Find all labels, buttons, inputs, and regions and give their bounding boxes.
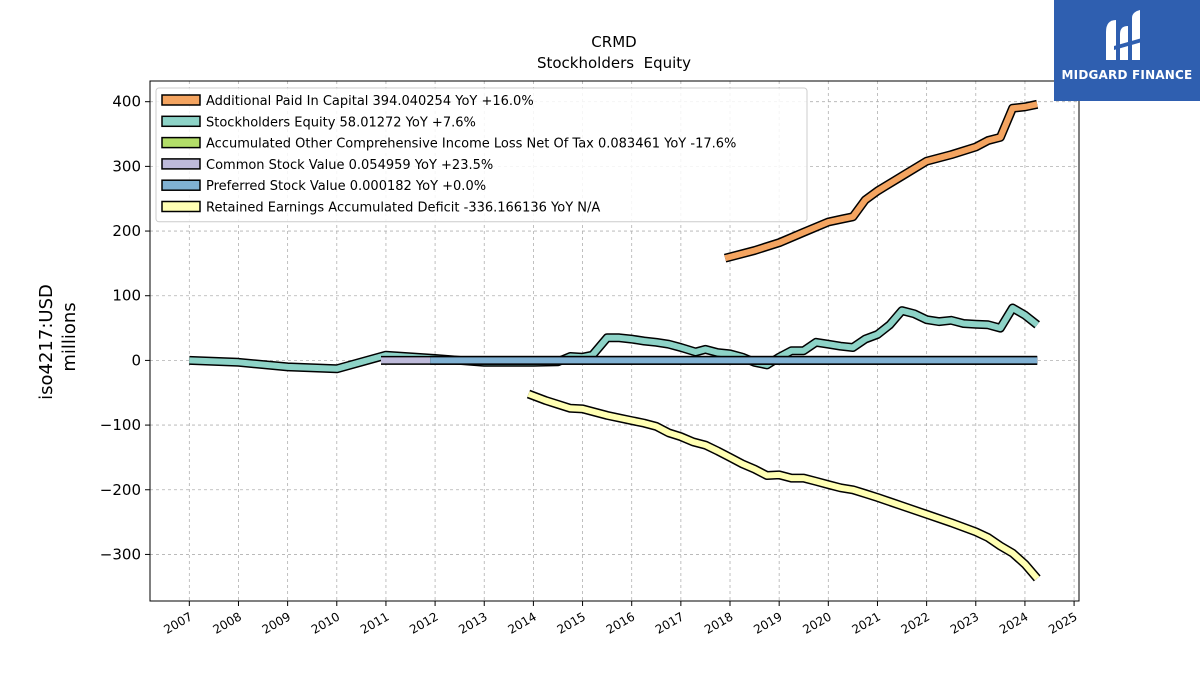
- y-tick-label: −100: [100, 416, 141, 434]
- x-tick-label: 2011: [358, 609, 391, 636]
- x-tick-label: 2018: [702, 609, 735, 636]
- legend-swatch: [161, 94, 201, 106]
- axes: [145, 80, 1080, 606]
- series-line: [527, 391, 1040, 581]
- legend-label: Retained Earnings Accumulated Deficit -3…: [206, 201, 600, 216]
- y-axis-label: iso4217:USD: [36, 284, 57, 400]
- brand-name: MIDGARD FINANCE: [1061, 68, 1193, 82]
- y-tick-label: 100: [112, 287, 141, 305]
- plot-frame: [149, 80, 1080, 602]
- legend-label: Accumulated Other Comprehensive Income L…: [206, 137, 736, 152]
- x-tick-label: 2023: [948, 609, 981, 636]
- x-tick-label: 2014: [505, 609, 538, 636]
- chart-title: CRMD: [591, 33, 636, 51]
- y-tick-label: 400: [112, 93, 141, 111]
- y-tick-label: 300: [112, 157, 141, 175]
- legend-box: [155, 87, 808, 223]
- x-tick-label: 2015: [555, 609, 588, 636]
- brand-logo: MIDGARD FINANCE: [1054, 0, 1200, 101]
- legend-swatch: [161, 179, 201, 191]
- x-tick-label: 2022: [899, 609, 932, 636]
- legend-swatch: [161, 200, 201, 213]
- x-tick-label: 2019: [751, 609, 784, 636]
- x-tick-label: 2016: [604, 609, 637, 636]
- m-logo-icon: [1106, 10, 1142, 60]
- series-6: [526, 389, 1041, 582]
- x-tick-label: 2007: [161, 609, 194, 636]
- y-tick-label: 200: [112, 222, 141, 240]
- y-tick-label: 0: [131, 351, 141, 369]
- series-outline: [526, 389, 1041, 582]
- x-tick-label: 2025: [1046, 609, 1079, 636]
- legend-swatch: [161, 115, 201, 128]
- y-tick-label: −300: [100, 545, 141, 563]
- chart-subtitle: Stockholders Equity: [537, 54, 691, 72]
- y-axis-label-unit: millions: [59, 302, 80, 371]
- x-tick-label: 2021: [850, 609, 883, 636]
- series-line: [724, 101, 1038, 262]
- series-lines: [189, 99, 1041, 582]
- legend: Additional Paid In Capital 394.040254 Yo…: [155, 87, 808, 223]
- x-tick-label: 2017: [653, 609, 686, 636]
- legend-swatch: [161, 136, 201, 149]
- x-tick-label: 2009: [260, 609, 293, 636]
- legend-swatch: [161, 158, 201, 170]
- x-tick-label: 2008: [211, 609, 244, 636]
- x-tick-label: 2012: [407, 609, 440, 636]
- legend-label: Additional Paid In Capital 394.040254 Yo…: [206, 94, 534, 109]
- x-tick-label: 2020: [800, 609, 833, 636]
- series-1: [723, 99, 1039, 263]
- x-tick-label: 2024: [997, 609, 1030, 636]
- legend-label: Preferred Stock Value 0.000182 YoY +0.0%: [206, 179, 486, 194]
- x-tick-label: 2013: [456, 609, 489, 636]
- y-tick-label: −200: [100, 481, 141, 499]
- x-tick-label: 2010: [309, 609, 342, 636]
- legend-label: Stockholders Equity 58.01272 YoY +7.6%: [206, 115, 476, 130]
- legend-label: Common Stock Value 0.054959 YoY +23.5%: [206, 158, 493, 173]
